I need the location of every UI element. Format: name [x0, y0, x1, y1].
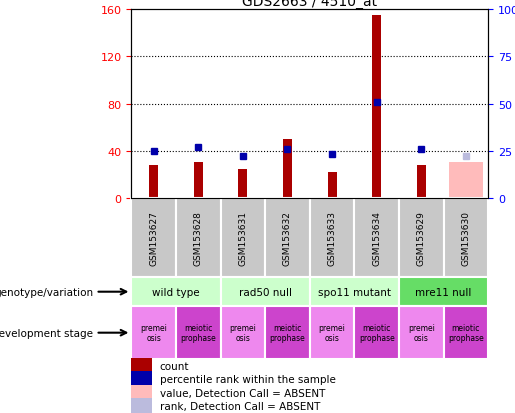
Bar — [399, 306, 443, 359]
Bar — [443, 198, 488, 278]
Bar — [238, 170, 247, 198]
Text: rank, Detection Call = ABSENT: rank, Detection Call = ABSENT — [160, 401, 320, 411]
Bar — [149, 165, 158, 198]
Text: meiotic
prophase: meiotic prophase — [180, 323, 216, 342]
Bar — [265, 198, 310, 278]
Bar — [131, 306, 176, 359]
Bar — [131, 371, 152, 387]
Bar — [220, 198, 265, 278]
Bar — [328, 172, 336, 198]
Bar — [372, 16, 381, 198]
Bar — [131, 398, 152, 413]
Text: wild type: wild type — [152, 287, 200, 297]
Text: GSM153627: GSM153627 — [149, 211, 158, 265]
Text: GSM153628: GSM153628 — [194, 211, 203, 265]
Bar — [131, 358, 152, 374]
Text: GSM153632: GSM153632 — [283, 211, 292, 265]
Bar — [176, 306, 220, 359]
Text: genotype/variation: genotype/variation — [0, 287, 93, 297]
Bar — [131, 198, 176, 278]
Text: percentile rank within the sample: percentile rank within the sample — [160, 375, 336, 385]
Bar — [283, 140, 292, 198]
Text: premei
osis: premei osis — [140, 323, 167, 342]
Text: GSM153629: GSM153629 — [417, 211, 426, 265]
Text: GSM153633: GSM153633 — [328, 211, 337, 265]
Bar — [354, 306, 399, 359]
Text: mre11 null: mre11 null — [416, 287, 472, 297]
Text: meiotic
prophase: meiotic prophase — [448, 323, 484, 342]
Bar — [310, 306, 354, 359]
Text: meiotic
prophase: meiotic prophase — [359, 323, 394, 342]
Text: premei
osis: premei osis — [408, 323, 435, 342]
Text: GSM153630: GSM153630 — [461, 211, 470, 265]
Bar — [131, 385, 152, 401]
Text: count: count — [160, 361, 189, 371]
Text: development stage: development stage — [0, 328, 93, 338]
Text: spo11 mutant: spo11 mutant — [318, 287, 391, 297]
Bar — [220, 278, 310, 306]
Bar — [417, 165, 426, 198]
Text: meiotic
prophase: meiotic prophase — [269, 323, 305, 342]
Bar — [399, 278, 488, 306]
Title: GDS2663 / 4510_at: GDS2663 / 4510_at — [242, 0, 377, 9]
Bar — [176, 198, 220, 278]
Text: value, Detection Call = ABSENT: value, Detection Call = ABSENT — [160, 388, 325, 398]
Text: rad50 null: rad50 null — [238, 287, 291, 297]
Bar — [310, 198, 354, 278]
Text: GSM153634: GSM153634 — [372, 211, 381, 265]
Bar — [449, 163, 483, 198]
Bar — [399, 198, 443, 278]
Bar — [310, 278, 399, 306]
Bar — [354, 198, 399, 278]
Bar — [194, 163, 203, 198]
Bar — [220, 306, 265, 359]
Text: premei
osis: premei osis — [229, 323, 256, 342]
Bar — [131, 278, 220, 306]
Text: premei
osis: premei osis — [319, 323, 346, 342]
Text: GSM153631: GSM153631 — [238, 211, 247, 265]
Bar — [443, 306, 488, 359]
Bar — [265, 306, 310, 359]
